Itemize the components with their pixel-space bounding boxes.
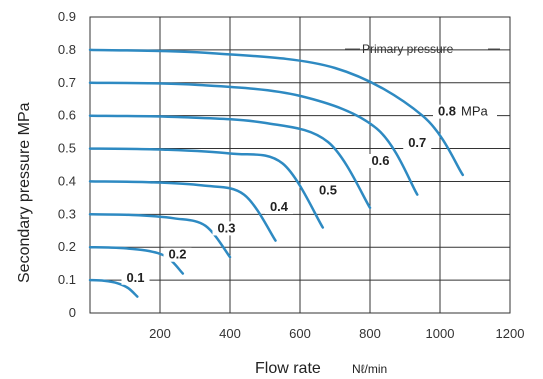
curve-label-0.1: 0.1: [126, 270, 144, 285]
curve-label-background: [366, 154, 395, 168]
y-tick-label: 0: [69, 305, 76, 320]
x-tick-label: 600: [289, 326, 311, 341]
x-axis-title: Flow rate: [255, 360, 321, 377]
y-tick-label: 0.3: [58, 206, 76, 221]
curve-label-0.2: 0.2: [168, 247, 186, 262]
curve-label-background: [433, 104, 497, 119]
x-tick-label: 400: [219, 326, 241, 341]
y-tick-label: 0.8: [58, 42, 76, 57]
x-tick-label: 800: [359, 326, 381, 341]
y-tick-label: 0.7: [58, 75, 76, 90]
curve-0.4: [88, 180, 277, 242]
axis-ticks: 0 0.1 0.2 0.3 0.4 0.5 0.6 0.7 0.8 0.9 200 400 600 800…: [58, 9, 525, 341]
x-tick-label: 200: [149, 326, 171, 341]
primary-pressure-label: Primary pressure: [362, 42, 454, 56]
x-tick-label: 1000: [426, 326, 455, 341]
y-tick-label: 0.2: [58, 239, 76, 254]
curve-labels: 0.1 0.2 0.3 0.4 0.5 0.6 0.7 0.8 MPa: [121, 104, 497, 285]
curve-label-background: [265, 200, 293, 215]
curve-label-background: [314, 183, 342, 198]
curve-label-background: [212, 221, 241, 236]
y-tick-label: 0.9: [58, 9, 76, 24]
y-tick-label: 0.4: [58, 173, 76, 188]
curve-label-0.5: 0.5: [319, 183, 337, 198]
curve-label-background: [121, 270, 150, 285]
curve-0.5: [88, 147, 325, 229]
curve-label-0.7: 0.7: [408, 135, 426, 150]
y-tick-label: 0.1: [58, 272, 76, 287]
curve-label-unit: MPa: [461, 104, 489, 119]
y-tick-label: 0.6: [58, 108, 76, 123]
curve-label-background: [163, 247, 192, 262]
curve-0.6: [88, 114, 372, 210]
curve-0.8: [88, 48, 465, 177]
curves: [88, 48, 465, 298]
curve-label-0.4: 0.4: [270, 199, 289, 214]
x-tick-label: 1200: [496, 326, 525, 341]
curve-label-background: [403, 135, 432, 150]
curve-0.1: [88, 278, 139, 298]
curve-label-0.6: 0.6: [371, 153, 389, 168]
curve-label-0.3: 0.3: [217, 220, 235, 235]
y-axis-title: Secondary pressure MPa: [16, 102, 33, 283]
curve-0.7: [88, 81, 419, 196]
x-axis-unit: Nℓ/min: [352, 362, 387, 376]
primary-pressure-legend: Primary pressure: [345, 42, 500, 56]
y-tick-label: 0.5: [58, 141, 76, 156]
curve-label-0.8: 0.8: [438, 104, 456, 119]
